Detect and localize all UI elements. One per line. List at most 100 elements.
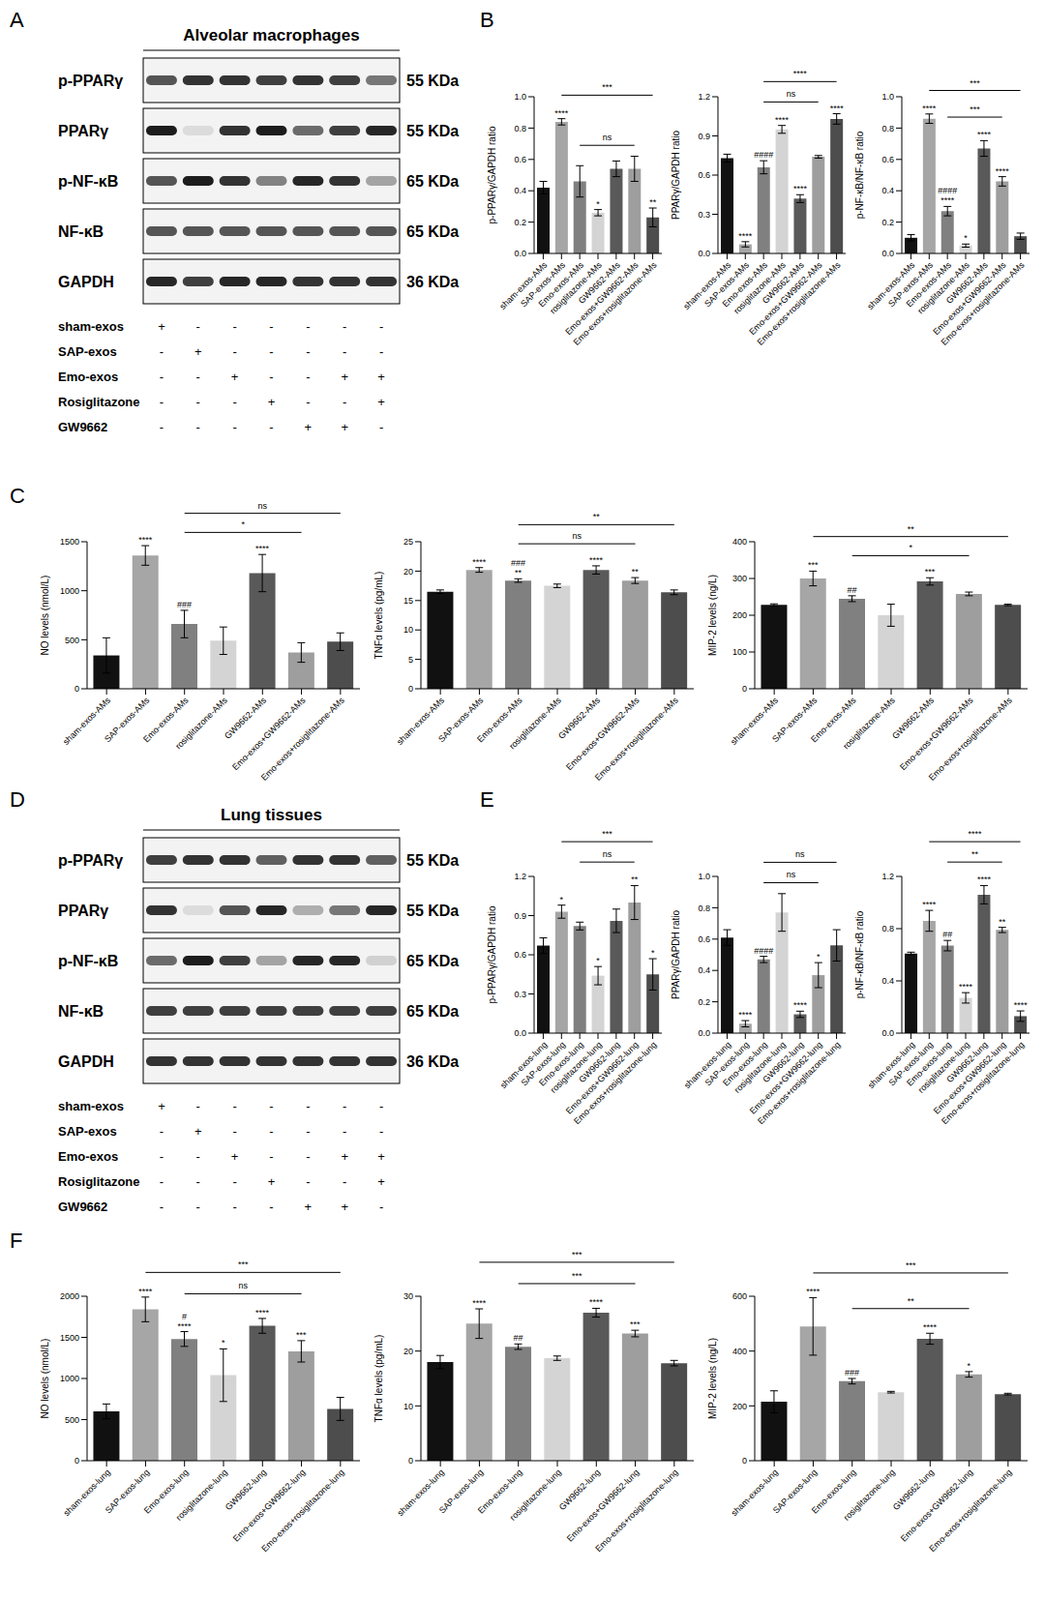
svg-text:600: 600 — [732, 1291, 747, 1302]
svg-text:**: ** — [998, 917, 1007, 927]
svg-text:300: 300 — [732, 573, 747, 584]
svg-text:55 KDa: 55 KDa — [406, 852, 459, 869]
svg-text:-: - — [196, 1149, 201, 1165]
svg-text:****: **** — [554, 108, 569, 119]
svg-text:20: 20 — [403, 1346, 414, 1357]
svg-text:****: **** — [940, 195, 956, 206]
svg-text:*: * — [963, 233, 968, 243]
svg-text:ns: ns — [238, 1281, 248, 1291]
svg-text:****: **** — [138, 1286, 153, 1297]
svg-text:ns: ns — [602, 849, 613, 860]
svg-text:*: * — [816, 952, 821, 962]
svg-text:-: - — [159, 1124, 164, 1139]
svg-text:***: *** — [629, 1319, 641, 1330]
svg-text:500: 500 — [64, 635, 80, 646]
svg-text:ns: ns — [602, 132, 613, 143]
svg-text:0.6: 0.6 — [697, 170, 711, 180]
svg-text:0.4: 0.4 — [513, 185, 527, 196]
svg-text:0.0: 0.0 — [697, 248, 711, 259]
svg-text:*: * — [651, 948, 656, 958]
svg-text:****: **** — [472, 557, 487, 568]
svg-text:200: 200 — [732, 610, 747, 621]
svg-text:65 KDa: 65 KDa — [406, 953, 459, 970]
svg-text:##: ## — [513, 1333, 524, 1344]
svg-text:-: - — [268, 369, 273, 385]
svg-text:****: **** — [738, 231, 753, 241]
svg-text:+: + — [157, 319, 166, 334]
svg-text:****: **** — [922, 899, 937, 910]
svg-text:-: - — [268, 1199, 273, 1215]
svg-text:Emo-exos+GW9662-AMs: Emo-exos+GW9662-AMs — [746, 260, 825, 338]
svg-text:20: 20 — [403, 567, 414, 577]
svg-text:ns: ns — [258, 501, 269, 511]
svg-text:-: - — [268, 319, 273, 334]
svg-text:***: *** — [925, 567, 936, 577]
svg-text:****: **** — [178, 1321, 193, 1332]
svg-text:Emo-exos+rosiglitazone-lung: Emo-exos+rosiglitazone-lung — [755, 1040, 842, 1127]
svg-text:***: *** — [601, 82, 613, 92]
svg-text:Emo-exos+rosiglitazone-AMs: Emo-exos+rosiglitazone-AMs — [570, 260, 658, 348]
svg-text:0.8: 0.8 — [881, 924, 895, 934]
svg-text:-: - — [196, 419, 201, 435]
svg-text:-: - — [268, 1124, 273, 1139]
svg-text:36 KDa: 36 KDa — [406, 1053, 459, 1071]
svg-text:-: - — [232, 419, 237, 435]
svg-text:0: 0 — [408, 684, 414, 694]
svg-text:Emo-exos+GW9662-lung: Emo-exos+GW9662-lung — [931, 1040, 1009, 1117]
svg-text:###: ### — [844, 1368, 860, 1378]
svg-text:rosiglitazone-AMs: rosiglitazone-AMs — [173, 695, 230, 752]
svg-text:0.0: 0.0 — [697, 1028, 711, 1039]
svg-text:p-NF-κB: p-NF-κB — [58, 173, 119, 190]
svg-text:***: *** — [571, 1271, 583, 1282]
svg-text:0.0: 0.0 — [881, 248, 895, 259]
svg-text:65 KDa: 65 KDa — [406, 1003, 459, 1020]
svg-text:p-NF-κB: p-NF-κB — [58, 953, 119, 970]
svg-text:0.2: 0.2 — [513, 217, 527, 228]
svg-text:****: **** — [923, 1322, 938, 1333]
svg-text:p-PPARγ: p-PPARγ — [58, 852, 123, 869]
svg-text:-: - — [379, 1124, 384, 1139]
svg-text:-: - — [305, 344, 310, 359]
svg-text:SAP-exos: SAP-exos — [58, 344, 118, 359]
svg-text:****: **** — [830, 103, 845, 114]
svg-text:***: *** — [601, 829, 613, 839]
svg-text:-: - — [196, 1174, 201, 1190]
svg-text:-: - — [305, 1099, 310, 1114]
svg-text:+: + — [340, 1149, 349, 1165]
svg-text:NO levels (nmol/L): NO levels (nmol/L) — [39, 575, 51, 657]
svg-text:***: *** — [905, 1260, 917, 1271]
svg-text:NF-κB: NF-κB — [58, 1003, 104, 1020]
svg-text:**: ** — [631, 567, 640, 577]
svg-text:1500: 1500 — [59, 537, 80, 547]
svg-text:0.8: 0.8 — [881, 123, 895, 134]
svg-text:Emo-exos+GW9662-AMs: Emo-exos+GW9662-AMs — [930, 260, 1009, 338]
svg-text:###: ### — [177, 599, 192, 610]
svg-text:1.0: 1.0 — [881, 91, 895, 102]
svg-text:****: **** — [958, 982, 974, 992]
svg-text:#: # — [181, 1312, 187, 1322]
svg-text:PPARγ/GAPDH ratio: PPARγ/GAPDH ratio — [670, 130, 682, 220]
svg-text:+: + — [340, 369, 349, 385]
svg-text:0.0: 0.0 — [881, 1028, 895, 1039]
svg-text:0.9: 0.9 — [513, 911, 527, 922]
svg-text:-: - — [232, 394, 237, 410]
svg-text:****: **** — [1014, 1000, 1029, 1011]
svg-text:****: **** — [793, 183, 808, 194]
svg-text:55 KDa: 55 KDa — [406, 72, 459, 90]
svg-text:30: 30 — [403, 1291, 414, 1302]
svg-text:Emo-exos+rosiglitazone-lung: Emo-exos+rosiglitazone-lung — [926, 1467, 1014, 1554]
svg-text:-: - — [379, 344, 384, 359]
svg-text:0: 0 — [742, 1456, 747, 1466]
svg-text:-: - — [379, 1199, 384, 1215]
svg-text:-: - — [305, 394, 310, 410]
svg-text:+: + — [377, 1149, 386, 1165]
svg-text:TNFα levels (pg/mL): TNFα levels (pg/mL) — [373, 1335, 385, 1424]
svg-text:Lung tissues: Lung tissues — [220, 806, 323, 825]
svg-text:rosiglitazone-AMs: rosiglitazone-AMs — [507, 695, 564, 752]
svg-text:0.8: 0.8 — [697, 903, 711, 914]
svg-text:-: - — [305, 319, 310, 334]
svg-text:GAPDH: GAPDH — [58, 1053, 115, 1071]
svg-text:##: ## — [942, 929, 953, 940]
svg-text:200: 200 — [732, 1402, 747, 1412]
svg-text:+: + — [377, 394, 386, 410]
